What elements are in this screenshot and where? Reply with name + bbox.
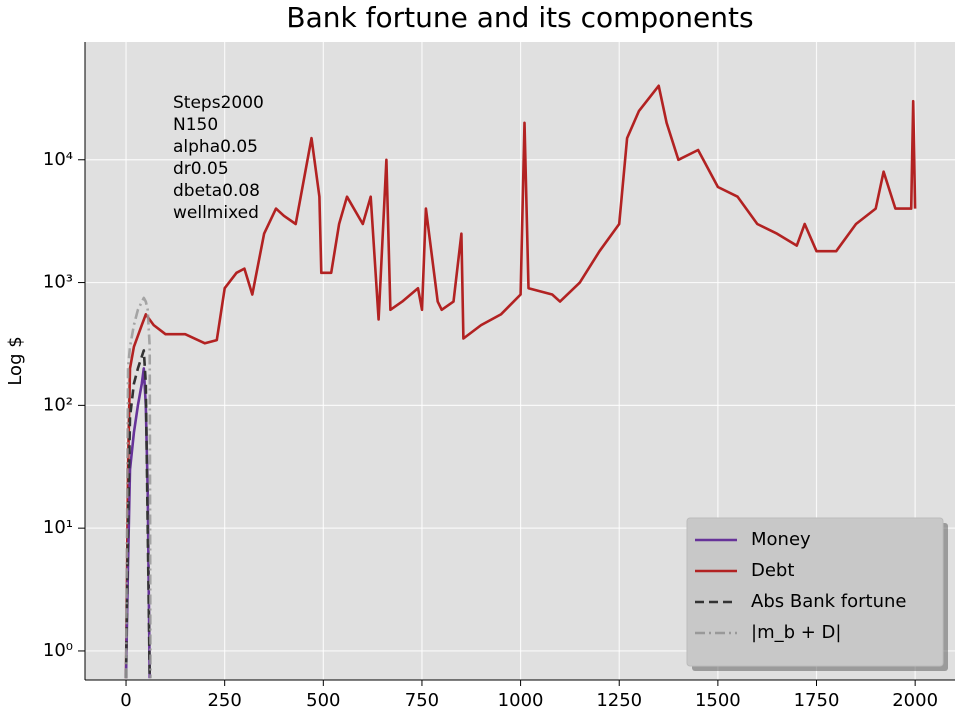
lines — [124, 84, 917, 679]
series-line — [124, 296, 152, 679]
y-tick-label: 10² — [43, 394, 73, 415]
y-tick-label: 10⁴ — [43, 149, 73, 170]
x-tick-label: 1000 — [498, 690, 544, 711]
ticks: 0 250 500 750 1000 1250 1500 1750 2000 10⁰ 10¹ 10² 1… — [43, 149, 938, 711]
x-tick-label: 500 — [306, 690, 340, 711]
annotation: Steps2000N150alpha0.05dr0.05dbeta0.08wel… — [173, 93, 264, 223]
chart-title: Bank fortune and its components — [286, 1, 753, 34]
x-tick-label: 1250 — [596, 690, 642, 711]
annotation-line: dbeta0.08 — [173, 181, 260, 201]
x-tick-label: 250 — [207, 690, 241, 711]
legend-label: Abs Bank fortune — [751, 591, 906, 612]
annotation-line: alpha0.05 — [173, 137, 258, 157]
legend-label: |m_b + D| — [751, 622, 841, 643]
x-tick-label: 750 — [405, 690, 439, 711]
y-tick-label: 10⁰ — [43, 640, 73, 661]
x-tick-label: 1500 — [695, 690, 741, 711]
y-axis-label: Log $ — [5, 336, 26, 385]
annotation-line: N150 — [173, 115, 218, 135]
y-tick-label: 10³ — [43, 272, 73, 293]
annotation-line: wellmixed — [173, 203, 259, 223]
legend-label: Debt — [751, 560, 794, 581]
legend: Money Debt Abs Bank fortune |m_b + D| — [686, 517, 948, 671]
x-tick-label: 0 — [120, 690, 131, 711]
x-tick-label: 2000 — [892, 690, 938, 711]
series-line — [124, 349, 151, 679]
annotation-line: Steps2000 — [173, 93, 264, 113]
annotation-line: dr0.05 — [173, 159, 229, 179]
x-tick-label: 1750 — [794, 690, 840, 711]
legend-label: Money — [751, 529, 811, 550]
series-line — [124, 84, 917, 679]
legend-box — [686, 517, 944, 667]
y-tick-label: 10¹ — [43, 517, 73, 538]
